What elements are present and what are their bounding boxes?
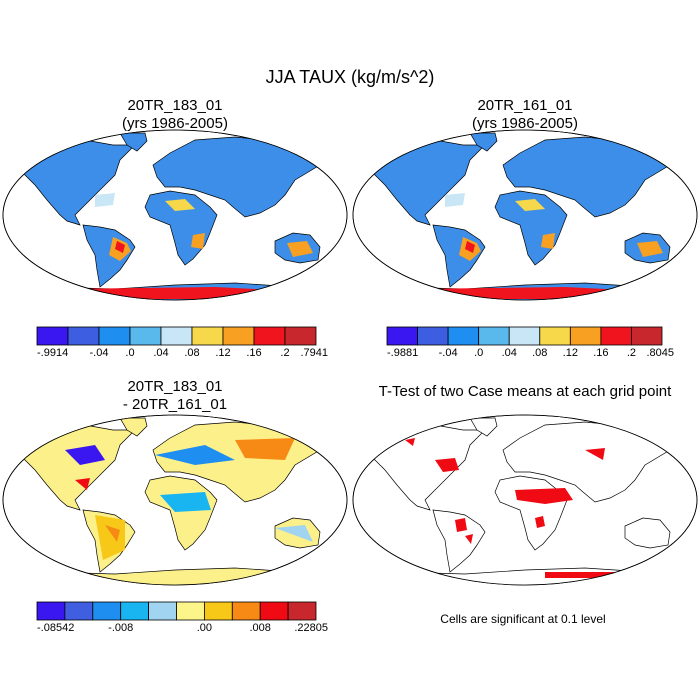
colorbar-box [120, 601, 149, 621]
colorbar-box [203, 601, 233, 621]
colorbar-box [631, 326, 663, 346]
colorbar-label: -.008 [108, 622, 133, 634]
colorbar-box [67, 326, 100, 346]
colorbar-label: .04 [153, 347, 168, 359]
colorbar-box [284, 326, 317, 346]
colorbar-label: .0 [474, 347, 483, 359]
map-panel-1 [2, 129, 348, 305]
map-panel-2 [352, 129, 698, 305]
panel-title: T-Test of two Case means at each grid po… [379, 383, 672, 400]
colorbar-label: -.08542 [37, 622, 74, 634]
panel-title: - 20TR_161_01 [123, 396, 227, 413]
colorbar-box [64, 601, 94, 621]
colorbar-box [386, 326, 418, 346]
panel-annotations: 20TR_183_01(yrs 1986-2005)-.9914 -.04.0.0… [36, 97, 674, 634]
colorbar-label: .0 [125, 347, 134, 359]
colorbar-label: -.9881 [387, 347, 418, 359]
panel-note: Cells are significant at 0.1 level [440, 612, 605, 626]
colorbar-label: .2 [627, 347, 636, 359]
colorbar-box [478, 326, 510, 346]
colorbar-box [600, 326, 632, 346]
colorbar-box [36, 601, 66, 621]
colorbar-label: .16 [593, 347, 608, 359]
colorbar-label: .7941 [300, 347, 328, 359]
colorbar-box [160, 326, 193, 346]
colorbar-box [222, 326, 255, 346]
map-panel-4 [352, 414, 698, 590]
colorbar-label: -.04 [439, 347, 458, 359]
colorbar-box [36, 326, 69, 346]
colorbar-label: .22805 [294, 622, 328, 634]
colorbar-box [259, 601, 289, 621]
colorbar-label: .00 [197, 622, 212, 634]
colorbar-label: .008 [249, 622, 270, 634]
panel-title: (yrs 1986-2005) [122, 115, 228, 132]
colorbar-box [253, 326, 286, 346]
panel-title: 20TR_161_01 [477, 97, 572, 114]
panel-title: 20TR_183_01 [127, 97, 222, 114]
colorbar-label: .04 [502, 347, 517, 359]
figure-title: JJA TAUX (kg/m/s^2) [266, 67, 435, 87]
colorbar-box [92, 601, 122, 621]
colorbar-box [417, 326, 449, 346]
colorbar-box [287, 601, 317, 621]
colorbar-label: .12 [563, 347, 578, 359]
colorbar-box [539, 326, 571, 346]
colorbar-label: -.04 [90, 347, 109, 359]
map-panel-3 [2, 414, 348, 590]
colorbar-box [231, 601, 261, 621]
colorbar-label: .08 [532, 347, 547, 359]
colorbar-box [191, 326, 224, 346]
colorbar-box [569, 326, 602, 346]
colorbar-box [176, 601, 205, 621]
colorbar-label: .16 [246, 347, 261, 359]
colorbar-box [447, 326, 480, 346]
colorbar-label: .2 [280, 347, 289, 359]
colorbar-label: .8045 [646, 347, 674, 359]
colorbar-box [98, 326, 131, 346]
colorbar-label: .12 [215, 347, 230, 359]
panel-title: (yrs 1986-2005) [472, 115, 578, 132]
colorbar-label: .08 [184, 347, 199, 359]
colorbar-label: -.9914 [37, 347, 68, 359]
colorbar-box [148, 601, 177, 621]
colorbar-box [508, 326, 541, 346]
colorbar-box [129, 326, 162, 346]
panel-title: 20TR_183_01 [127, 378, 222, 395]
